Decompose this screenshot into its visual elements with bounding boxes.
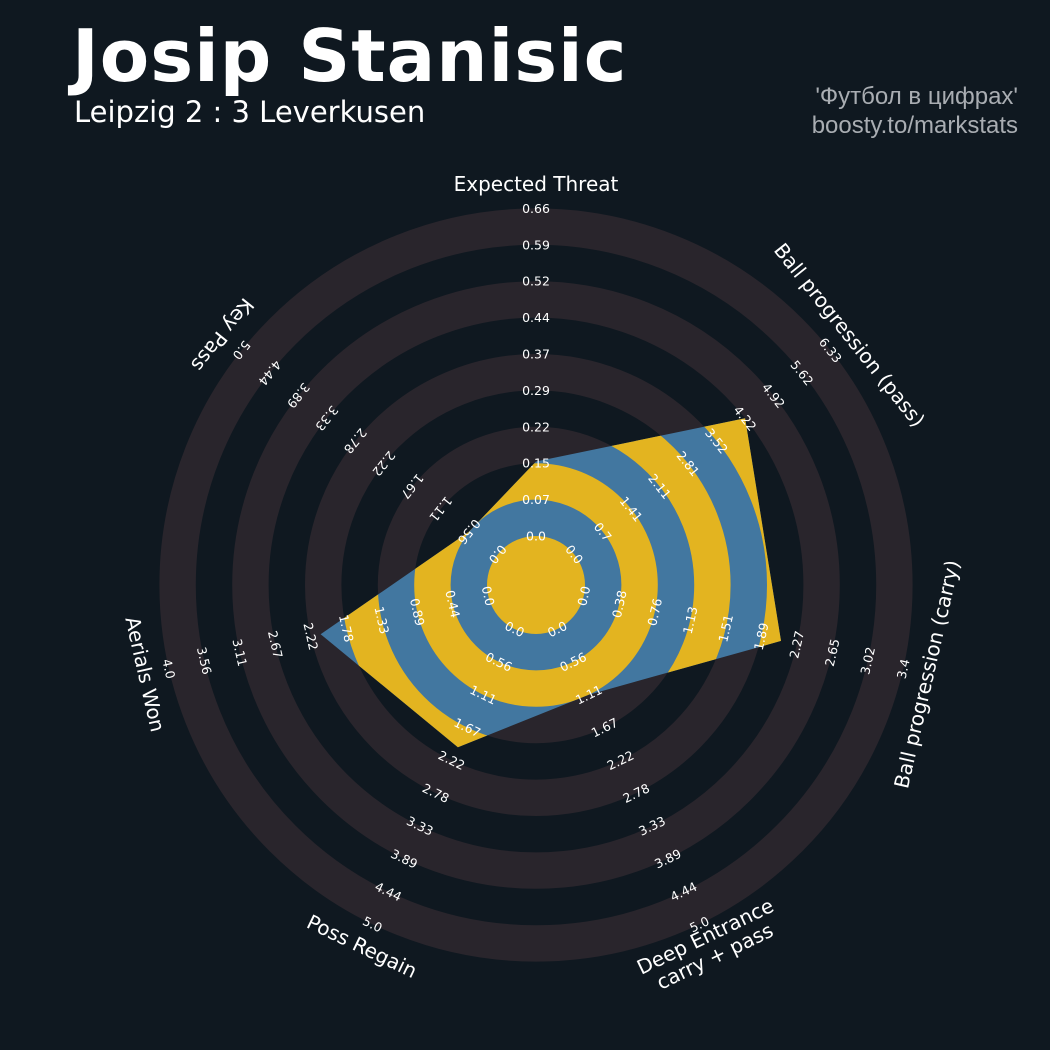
tick-label: 0.0 xyxy=(574,585,593,608)
tick-label: 1.78 xyxy=(336,613,357,644)
credit-line-1: 'Футбол в цифрах' xyxy=(815,83,1018,110)
tick-label: 3.56 xyxy=(194,645,215,676)
tick-label: 2.22 xyxy=(300,621,321,651)
tick-label: 4.0 xyxy=(159,657,178,680)
axis-label: Expected Threat xyxy=(454,172,619,196)
tick-label: 2.67 xyxy=(265,629,286,659)
player-name-title: Josip Stanisic xyxy=(72,14,628,98)
tick-label: 0.22 xyxy=(522,419,550,434)
tick-label: 1.13 xyxy=(680,605,701,635)
tick-label: 0.44 xyxy=(442,589,463,620)
tick-label: 2.27 xyxy=(786,629,807,659)
tick-label: 0.37 xyxy=(522,347,550,362)
tick-label: 0.44 xyxy=(522,310,550,325)
tick-label: 1.33 xyxy=(371,605,392,635)
ring-band xyxy=(159,208,913,962)
match-subtitle: Leipzig 2 : 3 Leverkusen xyxy=(74,95,426,129)
credit-block: 'Футбол в цифрах' boosty.to/markstats xyxy=(812,82,1018,140)
ring-band xyxy=(232,281,840,889)
highlight-ring xyxy=(414,463,658,707)
tick-label: 0.59 xyxy=(522,237,550,252)
tick-label: 0.76 xyxy=(644,597,665,628)
tick-label: 1.89 xyxy=(751,621,772,652)
tick-label: 3.02 xyxy=(857,645,878,675)
highlight-center xyxy=(487,536,585,634)
tick-label: 1.51 xyxy=(715,613,736,643)
tick-label: 0.66 xyxy=(522,201,550,216)
tick-label: 0.0 xyxy=(526,529,546,544)
tick-label: 0.38 xyxy=(609,589,630,620)
tick-label: 0.89 xyxy=(407,597,428,628)
tick-label: 2.65 xyxy=(822,637,843,667)
tick-label: 0.07 xyxy=(522,492,550,507)
tick-label: 0.29 xyxy=(522,383,550,398)
tick-label: 0.15 xyxy=(522,456,550,471)
tick-label: 0.52 xyxy=(522,274,550,289)
tick-label: 0.0 xyxy=(479,585,498,608)
tick-label: 3.4 xyxy=(894,657,913,680)
tick-label: 3.11 xyxy=(229,637,250,667)
credit-line-2: boosty.to/markstats xyxy=(811,112,1018,139)
